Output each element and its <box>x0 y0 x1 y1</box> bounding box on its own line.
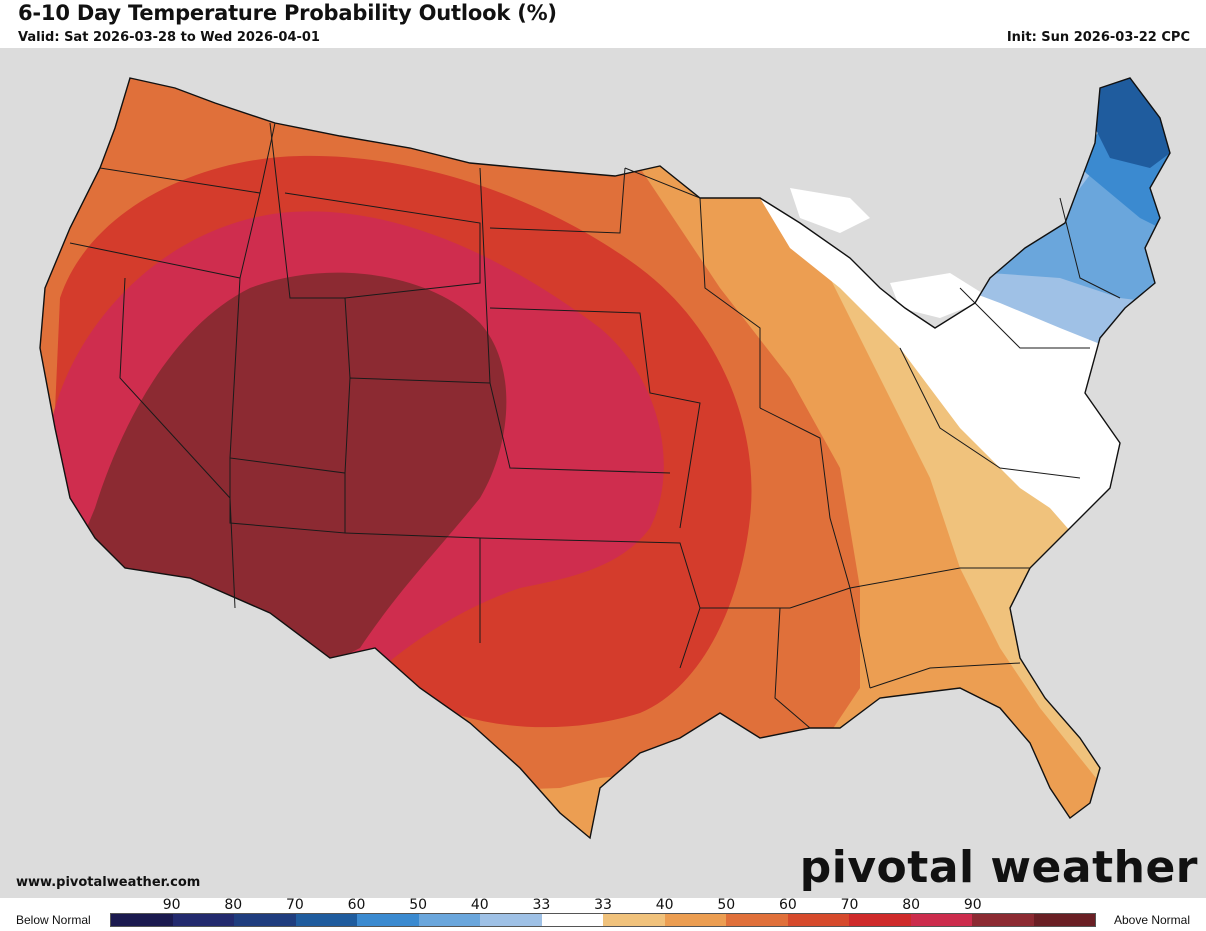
legend-tick-label: 40 <box>655 897 674 913</box>
legend-swatch <box>172 914 234 926</box>
shade-above-90 <box>70 272 507 668</box>
border-mt-wy <box>284 192 481 299</box>
website-credit: www.pivotalweather.com <box>16 875 201 890</box>
lake-erie-ontario <box>890 273 990 318</box>
legend-swatch <box>234 914 296 926</box>
legend-swatch <box>357 914 419 926</box>
init-time: Init: Sun 2026-03-22 CPC <box>1006 30 1190 45</box>
legend-ticks: 90 80 70 60 50 40 33 33 40 50 60 70 80 90 <box>110 897 1096 913</box>
legend-tick-label: 50 <box>717 897 736 913</box>
legend-tick-label: 50 <box>409 897 428 913</box>
legend-tick-label: 90 <box>162 897 181 913</box>
border-nd-sd <box>489 167 626 234</box>
legend-swatch <box>603 914 665 926</box>
legend-swatch <box>726 914 788 926</box>
legend-swatch <box>664 914 726 926</box>
legend-tick-label: 33 <box>532 897 551 913</box>
pivotal-weather-logo: pivotal weather <box>799 842 1198 893</box>
map-area <box>0 48 1206 898</box>
border-sd-ne-ia-mo <box>489 307 701 529</box>
state-boundaries <box>69 122 1121 729</box>
border-oh-wv-va <box>899 347 1081 479</box>
legend-tick-label: 70 <box>285 897 304 913</box>
water-bodies <box>790 188 990 318</box>
legend-swatch <box>111 914 173 926</box>
legend-swatch <box>972 914 1034 926</box>
legend-swatch <box>910 914 972 926</box>
legend-tick-label: 60 <box>347 897 366 913</box>
legend-swatch <box>418 914 480 926</box>
shade-below-60 <box>1095 78 1170 168</box>
lake-superior <box>790 188 870 233</box>
border-ks-ok-ar <box>479 537 701 669</box>
border-ny-new-england <box>1059 197 1121 299</box>
valid-period: Valid: Sat 2026-03-28 to Wed 2026-04-01 <box>18 30 320 45</box>
border-az-nm <box>229 458 346 534</box>
legend-above-label: Above Normal <box>1113 913 1190 927</box>
legend-swatch <box>541 914 603 926</box>
legend-tick-label: 80 <box>902 897 921 913</box>
probability-shading <box>40 78 1170 838</box>
legend-tick-label: 90 <box>963 897 982 913</box>
border-tn-nc <box>700 567 1030 609</box>
border-il-in-ky-tn-al <box>759 407 871 689</box>
legend-tick-label: 33 <box>594 897 612 913</box>
legend-swatch <box>480 914 542 926</box>
map-title: 6-10 Day Temperature Probability Outlook… <box>18 1 557 25</box>
legend-color-bar <box>110 913 1096 927</box>
legend-tick-label: 80 <box>224 897 243 913</box>
legend-swatch <box>787 914 849 926</box>
shade-near-normal <box>760 198 1140 528</box>
legend-swatch <box>1033 914 1095 926</box>
border-ca-nv <box>119 277 236 609</box>
border-ms <box>774 607 811 729</box>
outlook-map <box>39 77 1171 839</box>
border-id-mt-wy <box>269 122 351 379</box>
legend-tick-label: 70 <box>840 897 859 913</box>
border-ga-fl <box>869 662 1021 689</box>
legend-tick-label: 60 <box>778 897 797 913</box>
legend-tick-label: 40 <box>470 897 489 913</box>
border-mn-wi-il <box>624 167 761 408</box>
legend-swatch <box>849 914 911 926</box>
border-nd-sd-ne-ks <box>479 167 671 474</box>
border-pa-ny <box>959 287 1090 349</box>
legend-below-label: Below Normal <box>16 913 91 927</box>
legend-swatch <box>295 914 357 926</box>
